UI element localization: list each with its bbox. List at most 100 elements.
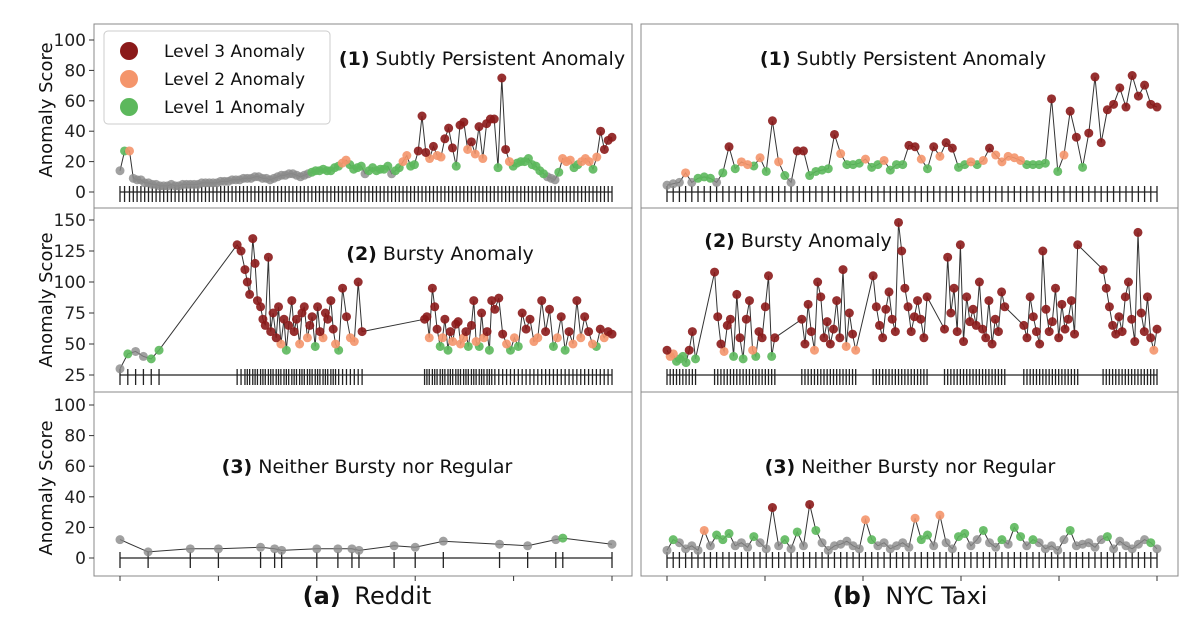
- level3-anomaly-point: [993, 327, 1003, 337]
- level3-anomaly-point: [428, 141, 438, 151]
- level2-anomaly-point: [699, 525, 709, 535]
- level2-anomaly-point: [935, 151, 945, 161]
- normal-point: [662, 545, 672, 555]
- level1-anomaly-point: [749, 532, 759, 542]
- panel-title: (3) Neither Bursty nor Regular: [222, 456, 513, 478]
- y-tick-label: 150: [54, 211, 86, 231]
- normal-point: [898, 538, 908, 548]
- level3-anomaly-point: [1108, 320, 1118, 330]
- level3-anomaly-point: [307, 312, 317, 322]
- legend-marker-level3: [120, 42, 138, 60]
- level3-anomaly-point: [274, 302, 284, 312]
- level1-anomaly-point: [548, 341, 558, 351]
- level2-anomaly-point: [402, 151, 412, 161]
- level3-anomaly-point: [1114, 312, 1124, 322]
- level3-anomaly-point: [874, 320, 884, 330]
- normal-point: [389, 541, 399, 551]
- level3-anomaly-point: [1142, 292, 1152, 302]
- level3-anomaly-point: [910, 142, 920, 152]
- y-axis-label-middle: Anomaly Score: [36, 232, 57, 367]
- level3-anomaly-point: [291, 314, 301, 324]
- normal-point: [347, 544, 357, 554]
- level3-anomaly-point: [662, 345, 672, 355]
- level1-anomaly-point: [356, 161, 366, 171]
- normal-point: [823, 545, 833, 555]
- level3-anomaly-point: [1028, 312, 1038, 322]
- level3-anomaly-point: [1139, 327, 1149, 337]
- level2-anomaly-point: [809, 345, 819, 355]
- level2-anomaly-point: [576, 333, 586, 343]
- panel-title: (2) Bursty Anomaly: [704, 230, 891, 252]
- level3-anomaly-point: [447, 143, 457, 153]
- level3-anomaly-point: [1152, 102, 1162, 112]
- level2-anomaly-point: [276, 339, 286, 349]
- panel-title-number: (2): [704, 230, 735, 252]
- level3-anomaly-point: [517, 308, 527, 318]
- level1-anomaly-point: [409, 160, 419, 170]
- level3-anomaly-point: [1084, 128, 1094, 138]
- level3-anomaly-point: [564, 327, 574, 337]
- level3-anomaly-point: [940, 324, 950, 334]
- level3-anomaly-point: [537, 296, 547, 306]
- level3-anomaly-point: [903, 302, 913, 312]
- level3-anomaly-point: [1152, 324, 1162, 334]
- level3-anomaly-point: [990, 314, 1000, 324]
- level1-anomaly-point: [681, 358, 691, 368]
- level1-anomaly-point: [463, 341, 473, 351]
- level3-anomaly-point: [962, 292, 972, 302]
- level3-anomaly-point: [819, 333, 829, 343]
- level3-anomaly-point: [305, 320, 315, 330]
- level3-anomaly-point: [825, 339, 835, 349]
- level2-anomaly-point: [509, 333, 519, 343]
- y-tick-label: 75: [64, 304, 86, 324]
- level3-anomaly-point: [263, 252, 273, 262]
- level3-anomaly-point: [724, 142, 734, 152]
- legend-label-level1: Level 1 Anomaly: [164, 98, 305, 118]
- y-tick-label: 60: [64, 457, 86, 477]
- level3-anomaly-point: [813, 277, 823, 287]
- level1-anomaly-point: [780, 171, 790, 181]
- level2-anomaly-point: [879, 155, 889, 165]
- y-tick-label: 50: [64, 335, 86, 355]
- y-tick-label: 25: [64, 366, 86, 386]
- level3-anomaly-point: [684, 345, 694, 355]
- level3-anomaly-point: [798, 146, 808, 156]
- normal-point: [115, 166, 125, 176]
- level1-anomaly-point: [1028, 160, 1038, 170]
- level3-anomaly-point: [413, 146, 423, 156]
- normal-point: [333, 544, 343, 554]
- level1-anomaly-point: [560, 345, 570, 355]
- level1-anomaly-point: [691, 354, 701, 364]
- normal-point: [786, 177, 796, 187]
- normal-point: [774, 541, 784, 551]
- level2-anomaly-point: [755, 153, 765, 163]
- level3-anomaly-point: [805, 499, 815, 509]
- level3-anomaly-point: [968, 304, 978, 314]
- normal-point: [354, 545, 364, 555]
- normal-point: [1152, 544, 1162, 554]
- level1-anomaly-point: [867, 535, 877, 545]
- level3-anomaly-point: [838, 265, 848, 275]
- level3-anomaly-point: [757, 333, 767, 343]
- level3-anomaly-point: [1127, 71, 1137, 81]
- level3-anomaly-point: [248, 234, 258, 244]
- level1-anomaly-point: [960, 529, 970, 539]
- level1-anomaly-point: [154, 345, 164, 355]
- level3-anomaly-point: [341, 312, 351, 322]
- caption-taxi-prefix: (b): [833, 582, 872, 610]
- panel-title-text: Neither Bursty nor Regular: [258, 456, 512, 478]
- level3-anomaly-point: [767, 116, 777, 126]
- level2-anomaly-point: [565, 155, 575, 165]
- level3-anomaly-point: [884, 287, 894, 297]
- level2-anomaly-point: [743, 160, 753, 170]
- level2-anomaly-point: [910, 513, 920, 523]
- panel-title-number: (2): [346, 243, 377, 265]
- level3-anomaly-point: [1054, 333, 1064, 343]
- legend-label-level2: Level 2 Anomaly: [164, 70, 305, 90]
- normal-point: [687, 541, 697, 551]
- normal-point: [277, 545, 287, 555]
- y-tick-label: 20: [64, 518, 86, 538]
- level3-anomaly-point: [572, 296, 582, 306]
- panel-title: (3) Neither Bursty nor Regular: [765, 456, 1056, 478]
